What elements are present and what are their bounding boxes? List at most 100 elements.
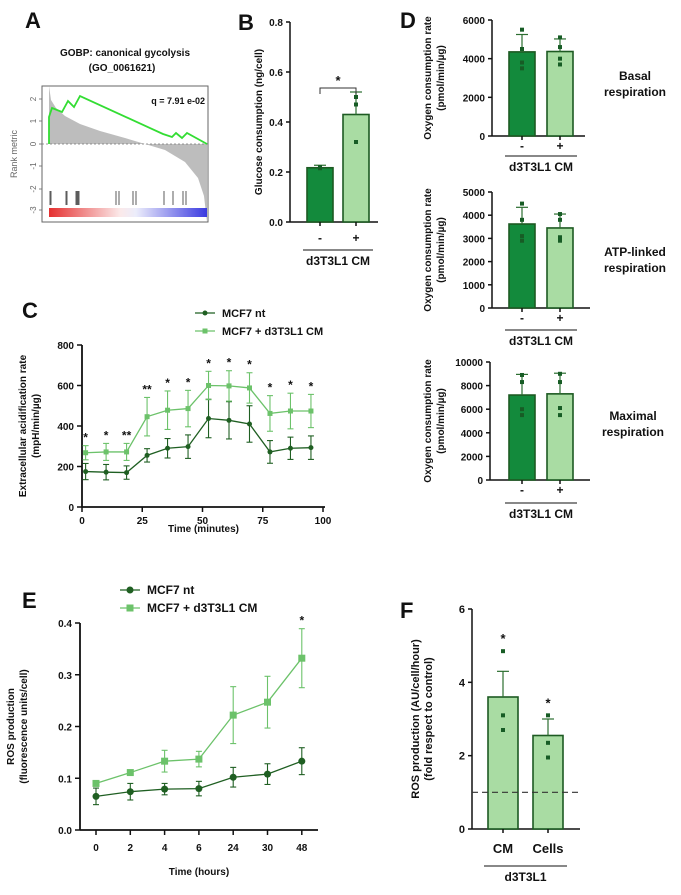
data-point-cm (267, 410, 273, 416)
data-point-cm (298, 654, 306, 662)
significance-star: * (104, 428, 109, 442)
y-tick-label: 6 (459, 604, 465, 616)
data-point (520, 238, 524, 243)
x-tick-label: - (318, 231, 322, 245)
significance-star: * (227, 356, 232, 370)
gsea-rank-colorbar (49, 208, 207, 217)
data-point-cm (103, 449, 109, 455)
significance-bracket (319, 87, 357, 94)
data-point (558, 62, 562, 67)
y-axis-label: Glucose consumption (ng/cell) (254, 49, 265, 195)
data-point (546, 740, 550, 745)
data-point-nt (267, 449, 273, 455)
data-point-nt (126, 788, 134, 796)
gsea-enrichment-curve (48, 94, 208, 145)
y-tick-label: 0.3 (58, 671, 72, 682)
significance-star: ** (142, 382, 152, 396)
y-axis-label: Extracellular acidification rate (18, 354, 29, 497)
x-tick-label: 4 (162, 843, 168, 854)
y-tick-label: 8000 (461, 382, 484, 393)
significance-star: * (247, 358, 252, 372)
y-tick-label: 0.1 (58, 774, 72, 785)
group-label: d3T3L1 CM (509, 160, 573, 174)
y-axis-label: Oxygen consumption rate (423, 188, 434, 312)
x-tick-label: 6 (196, 843, 202, 854)
y-axis-label: (pmol/min/µg) (436, 217, 447, 283)
gsea-ytick-label: 0 (29, 141, 38, 146)
data-point-cm (92, 779, 100, 787)
significance-star: * (288, 378, 293, 392)
legend-marker (126, 604, 134, 612)
gsea-ytick-label: 1 (29, 118, 38, 123)
data-point (520, 380, 524, 385)
data-point-cm (165, 407, 171, 413)
x-tick-label: + (556, 311, 563, 325)
bar-- (306, 166, 334, 223)
data-point (354, 95, 358, 99)
significance-star: * (335, 73, 341, 88)
y-axis-label: Oxygen consumption rate (423, 16, 434, 140)
series-line-0 (85, 417, 311, 474)
data-point (354, 102, 358, 107)
panel-label-E: E (22, 588, 37, 613)
y-axis-label: Oxygen consumption rate (423, 359, 434, 483)
x-axis-label: Time (minutes) (168, 524, 239, 535)
y-tick-label: 0.8 (269, 18, 283, 29)
significance-star: * (186, 375, 191, 389)
data-point-nt (185, 444, 191, 450)
significance-star: * (309, 379, 314, 393)
y-tick-label: 0.4 (269, 118, 283, 129)
data-point-nt (195, 785, 203, 793)
significance-star: * (500, 631, 506, 646)
y-tick-label: 400 (57, 422, 74, 433)
side-label: Maximal (609, 409, 656, 423)
y-tick-label: 800 (57, 341, 74, 352)
data-point-cm (144, 414, 150, 420)
data-point (558, 45, 562, 50)
y-tick-label: 200 (57, 463, 74, 474)
data-point (501, 728, 505, 732)
y-axis-label: (pmol/min/µg) (436, 388, 447, 454)
significance-star: * (165, 376, 170, 390)
data-point-nt (206, 416, 212, 422)
y-tick-label: 2 (459, 751, 465, 763)
data-point-cm (83, 450, 89, 456)
data-point (558, 235, 562, 240)
data-point-nt (144, 452, 150, 458)
legend-marker (202, 310, 208, 316)
data-point (546, 755, 550, 760)
legend-marker (126, 586, 134, 594)
y-axis-label: ROS production (6, 688, 17, 765)
gsea-rank-area (49, 86, 207, 222)
y-axis-label: (pmol/min/µg) (436, 45, 447, 111)
data-point (520, 407, 524, 412)
data-point-nt (229, 773, 237, 781)
group-label: d3T3L1 CM (509, 507, 573, 521)
y-tick-label: 0.6 (269, 68, 283, 79)
y-tick-label: 2000 (461, 452, 484, 463)
bar-+ (342, 113, 370, 223)
data-point (520, 201, 524, 206)
group-label: d3T3L1 CM (306, 254, 370, 268)
data-point-cm (226, 383, 232, 389)
side-label: Basal (619, 69, 651, 83)
x-tick-label: 0 (93, 843, 99, 854)
data-point (558, 380, 562, 385)
data-point (520, 234, 524, 239)
data-point (558, 413, 562, 418)
significance-star: * (268, 381, 273, 395)
data-point (558, 56, 562, 61)
data-point-cm (308, 408, 314, 414)
x-tick-label: 30 (262, 843, 274, 854)
y-tick-label: 2000 (463, 93, 486, 104)
x-tick-label: 2 (128, 843, 134, 854)
data-point-cm (195, 755, 203, 763)
y-tick-label: 0.2 (58, 723, 72, 734)
panel-label-A: A (25, 8, 41, 33)
data-point-nt (308, 445, 314, 451)
x-axis-label: Time (hours) (169, 867, 229, 878)
data-point-cm (126, 769, 134, 777)
data-point-cm (229, 711, 237, 719)
gsea-ytick-label: -3 (29, 206, 38, 214)
